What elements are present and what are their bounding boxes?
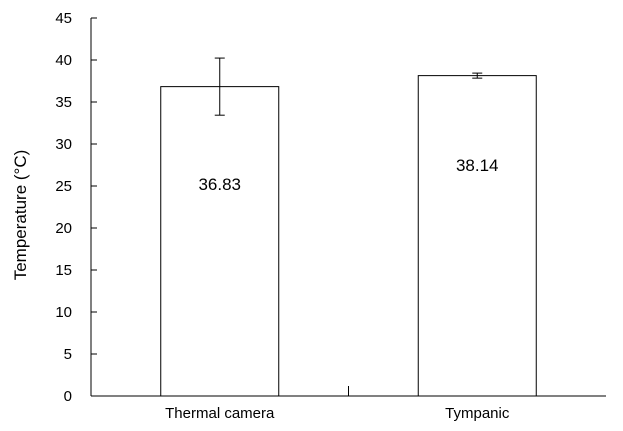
y-tick-label: 5 — [64, 346, 72, 363]
y-tick-label: 15 — [55, 262, 72, 279]
y-tick-label: 25 — [55, 178, 72, 195]
y-tick-label: 20 — [55, 220, 72, 237]
y-tick-label: 35 — [55, 94, 72, 111]
y-tick-label: 40 — [55, 52, 72, 69]
bar — [417, 75, 537, 397]
y-tick-label: 0 — [64, 388, 72, 405]
data-labels: 36.83 38.14 — [198, 156, 498, 194]
data-label: 36.83 — [198, 175, 241, 194]
y-tick-label: 30 — [55, 136, 72, 153]
x-tick-label: Thermal camera — [165, 405, 275, 422]
y-axis-title: Temperature (°C) — [11, 150, 30, 281]
x-tick-label: Tympanic — [445, 405, 510, 422]
bars — [160, 57, 537, 397]
y-tick-label: 10 — [55, 304, 72, 321]
bar — [160, 86, 280, 397]
y-axis: 0 5 10 15 20 25 30 35 40 45 — [55, 10, 97, 405]
data-label: 38.14 — [456, 156, 499, 175]
y-tick-label: 45 — [55, 10, 72, 27]
